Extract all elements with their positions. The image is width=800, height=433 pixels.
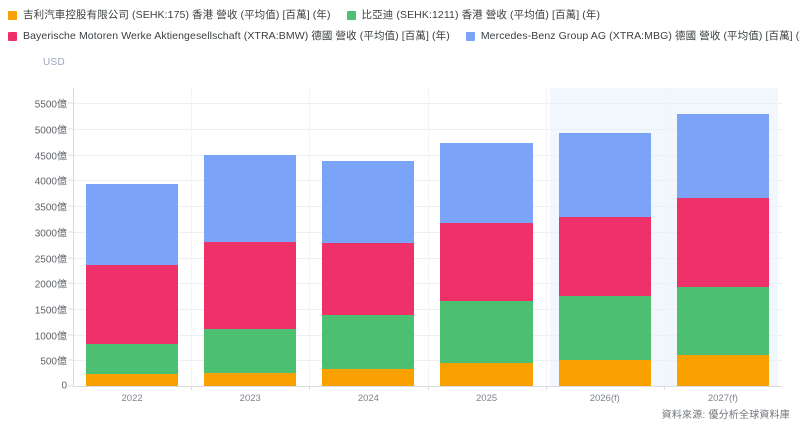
legend-swatch-pink-icon	[8, 31, 17, 41]
x-axis-tick-mark	[663, 386, 665, 390]
y-axis-tick-mark	[68, 179, 73, 181]
y-axis-tick-label: 4000億	[34, 176, 67, 188]
y-axis-tick-label: 2500億	[34, 254, 67, 266]
bar-segment[interactable]	[440, 222, 533, 301]
y-axis-tick-mark	[68, 334, 73, 336]
y-axis-tick-label: 2000億	[34, 279, 67, 291]
bar-segment[interactable]	[85, 183, 179, 265]
bar-segment[interactable]	[676, 354, 769, 386]
bar-segment[interactable]	[204, 329, 297, 374]
x-axis-tick-label: 2026(f)	[589, 393, 620, 404]
bar-segment[interactable]	[558, 217, 651, 297]
y-axis-tick-label: 1500億	[34, 305, 67, 317]
y-axis-tick-mark	[68, 385, 73, 387]
y-axis-tick-mark	[68, 359, 73, 361]
bar-segment[interactable]	[676, 197, 769, 287]
x-axis-tick-mark	[545, 386, 547, 390]
legend-label-byd: 比亞迪 (SEHK:1211) 香港 營收 (平均值) [百萬] (年)	[361, 9, 601, 21]
legend-label-mercedes: Mercedes-Benz Group AG (XTRA:MBG) 德國 營收 …	[480, 30, 800, 42]
y-axis-tick-mark	[68, 154, 73, 156]
bar-segment[interactable]	[85, 264, 179, 345]
bar-segment[interactable]	[558, 132, 651, 218]
y-axis-unit-label: USD	[43, 57, 66, 68]
bar-segment[interactable]	[85, 344, 179, 375]
bar-group[interactable]	[676, 113, 769, 386]
y-axis-tick-label: 1000億	[34, 331, 67, 343]
vertical-gridline	[309, 88, 311, 386]
bar-segment[interactable]	[440, 363, 533, 386]
bar-segment[interactable]	[440, 142, 533, 223]
y-axis-tick-label: 3500億	[34, 202, 67, 214]
legend-item-mercedes[interactable]: Mercedes-Benz Group AG (XTRA:MBG) 德國 營收 …	[465, 30, 800, 42]
x-axis-tick-label: 2022	[121, 393, 143, 404]
vertical-gridline	[545, 88, 547, 386]
legend-item-geely[interactable]: 吉利汽車控股有限公司 (SEHK:175) 香港 營收 (平均值) [百萬] (…	[8, 9, 331, 21]
bar-segment[interactable]	[558, 296, 651, 361]
legend-swatch-orange-icon	[8, 10, 17, 20]
x-axis-tick-mark	[427, 386, 429, 390]
y-axis-tick-mark	[68, 205, 73, 207]
legend-row-2: Bayerische Motoren Werke Aktiengesellsch…	[8, 30, 800, 42]
y-axis-tick-mark	[68, 128, 73, 130]
y-axis-tick-label: 5500億	[34, 99, 67, 111]
x-axis-tick-label: 2024	[357, 393, 379, 404]
legend-swatch-blue-icon	[465, 31, 475, 41]
y-axis-tick-label: 5000億	[34, 125, 67, 137]
legend-item-bmw[interactable]: Bayerische Motoren Werke Aktiengesellsch…	[8, 30, 450, 42]
y-axis-tick-mark	[68, 102, 73, 104]
y-axis-tick-label: 3000億	[34, 228, 67, 240]
legend-row-1: 吉利汽車控股有限公司 (SEHK:175) 香港 營收 (平均值) [百萬] (…	[8, 9, 800, 21]
bar-segment[interactable]	[322, 242, 415, 315]
vertical-gridline	[663, 88, 665, 386]
legend-swatch-green-icon	[346, 10, 356, 20]
bar-segment[interactable]	[676, 113, 769, 198]
bar-segment[interactable]	[558, 360, 651, 386]
x-axis-tick-mark	[309, 386, 311, 390]
vertical-gridline	[427, 88, 429, 386]
x-axis-tick-mark	[191, 386, 193, 390]
y-axis-tick-mark	[68, 257, 73, 259]
bar-segment[interactable]	[322, 369, 415, 386]
y-axis-tick-label: 0	[61, 380, 67, 392]
bar-segment[interactable]	[85, 374, 179, 386]
x-axis-tick-label: 2023	[239, 393, 261, 404]
y-axis-line	[73, 88, 74, 386]
x-axis-tick-label: 2027(f)	[707, 393, 738, 404]
y-axis-tick-label: 4500億	[34, 151, 67, 163]
vertical-gridline	[191, 88, 193, 386]
bar-group[interactable]	[85, 183, 179, 386]
bar-segment[interactable]	[204, 242, 297, 330]
plot-area: 0 500億 1000億 1500億 2000億 2500億 3000億 3500億 4000億…	[0, 70, 800, 404]
bar-segment[interactable]	[322, 160, 415, 243]
legend-label-bmw: Bayerische Motoren Werke Aktiengesellsch…	[23, 30, 450, 42]
x-axis-tick-label: 2025	[476, 393, 498, 404]
bar-group[interactable]	[322, 160, 415, 386]
bar-group[interactable]	[558, 132, 651, 386]
y-axis-tick-mark	[68, 308, 73, 310]
bar-series-container	[73, 88, 782, 386]
legend-label-geely: 吉利汽車控股有限公司 (SEHK:175) 香港 營收 (平均值) [百萬] (…	[23, 9, 331, 21]
bar-segment[interactable]	[322, 314, 415, 370]
y-axis-tick-mark	[68, 231, 73, 233]
bar-group[interactable]	[440, 142, 533, 386]
bar-segment[interactable]	[440, 300, 533, 364]
bar-group[interactable]	[204, 154, 297, 386]
y-axis-tick-label: 500億	[40, 356, 67, 368]
legend-item-byd[interactable]: 比亞迪 (SEHK:1211) 香港 營收 (平均值) [百萬] (年)	[346, 9, 601, 21]
chart-legend: 吉利汽車控股有限公司 (SEHK:175) 香港 營收 (平均值) [百萬] (…	[0, 0, 800, 42]
bar-segment[interactable]	[204, 154, 297, 243]
source-note: 資料來源: 優分析全球資料庫	[661, 410, 790, 421]
y-axis-tick-mark	[68, 282, 73, 284]
bar-segment[interactable]	[676, 286, 769, 355]
bar-segment[interactable]	[204, 373, 297, 386]
